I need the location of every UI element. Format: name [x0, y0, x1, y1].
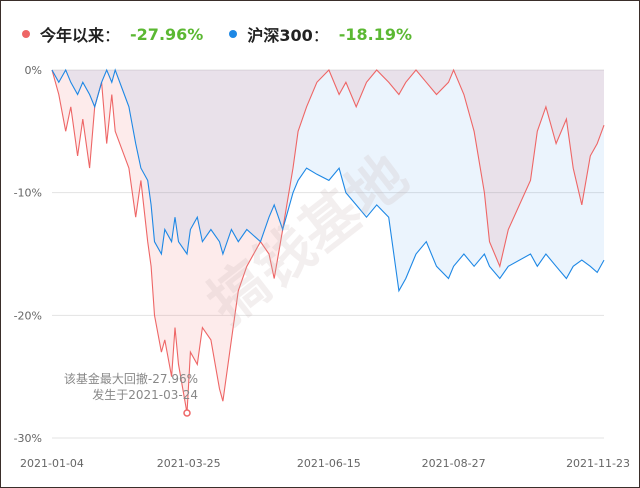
series-area-index: [52, 70, 604, 291]
legend-item-fund[interactable]: 今年以来 ： -27.96%: [22, 22, 203, 46]
legend-item-index[interactable]: 沪深300 ： -18.19%: [229, 22, 412, 46]
y-tick-label: -10%: [14, 187, 42, 200]
grid-lines: [52, 69, 604, 439]
series-area-fund: [52, 70, 604, 413]
legend-value-index: -18.19%: [338, 24, 413, 44]
max-drawdown-marker[interactable]: [183, 409, 191, 417]
max-drawdown-annotation: 该基金最大回撤-27.96% 发生于2021-03-24: [64, 371, 198, 417]
x-tick-label: 2021-11-23: [566, 457, 630, 470]
legend-dot-fund: [22, 30, 30, 38]
legend-name-index: 沪深300: [247, 26, 313, 45]
annotation-line2: 发生于2021-03-24: [92, 387, 198, 402]
series-lines: [51, 68, 605, 414]
series-line-index[interactable]: [51, 68, 605, 293]
series-line-fund[interactable]: [51, 68, 605, 414]
x-tick-label: 2021-01-04: [20, 457, 84, 470]
legend-dot-index: [229, 30, 238, 38]
x-tick-label: 2021-06-15: [297, 457, 361, 470]
legend-name-fund: 今年以来: [40, 26, 105, 45]
x-axis-ticks: 2021-01-04 2021-03-25 2021-06-15 2021-08-27…: [20, 457, 630, 470]
y-tick-label: -30%: [14, 432, 42, 445]
y-axis-ticks: 0% -10% -20% -30%: [14, 64, 42, 445]
legend-colon-fund: ：: [104, 26, 121, 45]
x-tick-label: 2021-03-25: [157, 457, 221, 470]
y-tick-label: -20%: [14, 309, 42, 322]
legend-colon-index: ：: [312, 26, 329, 45]
x-tick-label: 2021-08-27: [422, 457, 486, 470]
legend-value-fund: -27.96%: [130, 24, 204, 44]
annotation-line1: 该基金最大回撤-27.96%: [64, 371, 198, 386]
y-tick-label: 0%: [25, 64, 42, 77]
chart-legend: 今年以来 ： -27.96% 沪深300 ： -18.19%: [22, 22, 438, 46]
series-areas: [52, 70, 604, 413]
